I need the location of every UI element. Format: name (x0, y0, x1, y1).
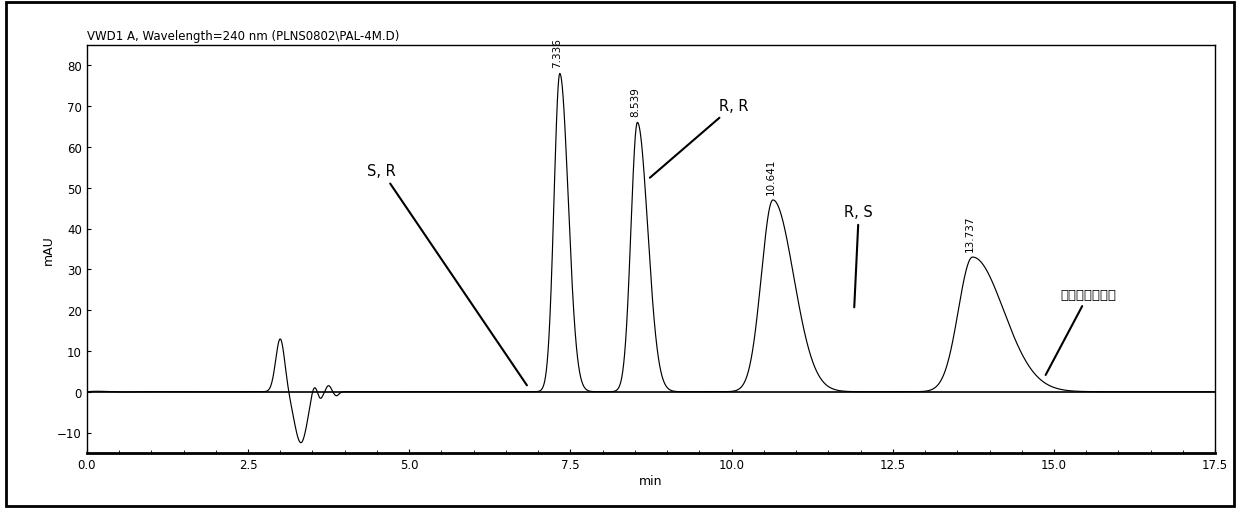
X-axis label: min: min (640, 473, 662, 487)
Text: 盐酸帕洛诺司琼: 盐酸帕洛诺司琼 (1045, 288, 1116, 375)
Text: VWD1 A, Wavelength=240 nm (PLNS0802\PAL-4M.D): VWD1 A, Wavelength=240 nm (PLNS0802\PAL-… (87, 30, 399, 43)
Text: 8.539: 8.539 (630, 87, 640, 117)
Text: 7.336: 7.336 (552, 38, 562, 68)
Text: S, R: S, R (367, 164, 527, 385)
Y-axis label: mAU: mAU (41, 235, 55, 264)
Text: 10.641: 10.641 (765, 158, 775, 194)
Text: 13.737: 13.737 (965, 215, 975, 251)
Text: R, S: R, S (844, 205, 873, 308)
Text: R, R: R, R (650, 99, 748, 178)
